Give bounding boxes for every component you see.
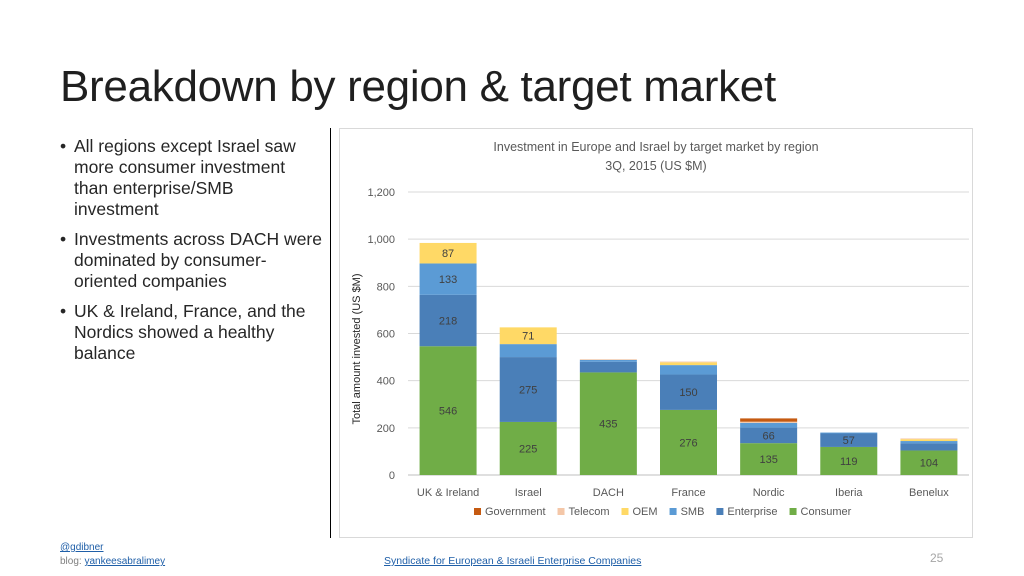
y-tick-label: 1,000	[367, 234, 395, 246]
blog-link[interactable]: yankeesabralimey	[84, 556, 166, 567]
bar-segment-smb	[579, 359, 637, 362]
legend-swatch	[474, 508, 481, 515]
bullet-item: • All regions except Israel saw more cons…	[60, 136, 322, 220]
bar-segment-smb	[660, 365, 717, 375]
bar-segment-enterprise	[419, 294, 477, 347]
x-tick-label: Nordic	[753, 487, 785, 499]
slide-title: Breakdown by region & target market	[60, 62, 776, 111]
bar-segment-consumer	[900, 450, 958, 475]
y-tick-labels: 0 200 400 600 800 1,000 1,200	[367, 187, 395, 482]
data-label: 276	[679, 437, 697, 449]
legend: Government Telecom OEM SMB Enterprise Consume…	[474, 506, 852, 518]
bar-segment-enterprise	[900, 443, 958, 451]
blog-line: blog: yankeesabralimey	[60, 556, 165, 567]
bar-segment-telecom	[660, 361, 717, 363]
stacked-bar-chart: Investment in Europe and Israel by targe…	[351, 140, 969, 518]
data-label: 133	[439, 274, 457, 286]
bar-segment-telecom	[579, 359, 637, 360]
bar-segment-oem	[900, 439, 958, 442]
y-tick-label: 400	[377, 376, 395, 388]
bar-segment-enterprise	[820, 433, 878, 447]
x-tick-label: Iberia	[835, 487, 863, 499]
bullet-text: UK & Ireland, France, and the Nordics sh…	[74, 301, 306, 363]
data-label: 546	[439, 406, 457, 418]
bar-segment-smb	[740, 422, 798, 428]
bar-segment-oem	[660, 362, 717, 366]
bar-segment-consumer	[820, 446, 878, 475]
x-tick-label: Benelux	[909, 487, 949, 499]
bar-segment-smb	[419, 263, 477, 295]
chart-subtitle: 3Q, 2015 (US $M)	[605, 159, 706, 173]
x-tick-label: UK & Ireland	[417, 487, 479, 499]
legend-label: Consumer	[801, 506, 852, 518]
x-tick-label: Israel	[515, 487, 542, 499]
data-label: 275	[519, 385, 537, 397]
bar-segment-government	[740, 418, 798, 422]
divider-line	[330, 128, 331, 538]
legend-label: Government	[485, 506, 546, 518]
legend-swatch	[621, 508, 629, 515]
x-tick-label: France	[671, 487, 705, 499]
bar-segment-consumer	[579, 372, 637, 475]
bullet-item: • Investments across DACH were dominated …	[60, 229, 322, 292]
legend-swatch	[789, 508, 797, 515]
data-label: 87	[442, 248, 454, 260]
data-label: 435	[599, 419, 617, 431]
bar-segment-smb	[499, 344, 557, 358]
bar-segment-smb	[900, 441, 958, 444]
data-label: 119	[840, 456, 858, 468]
twitter-handle-link[interactable]: @gdibner	[60, 542, 104, 553]
syndicate-link[interactable]: Syndicate for European & Israeli Enterpr…	[384, 555, 642, 567]
bullet-list: • All regions except Israel saw more cons…	[60, 136, 322, 373]
y-tick-label: 0	[389, 470, 395, 482]
bar-segment-telecom	[900, 438, 958, 440]
chart-frame: Investment in Europe and Israel by targe…	[339, 128, 973, 538]
data-label: 66	[763, 430, 775, 442]
data-label: 135	[759, 454, 777, 466]
x-tick-labels: UK & Ireland Israel DACH France Nordic Iberia…	[417, 487, 949, 499]
bar-segment-enterprise	[740, 427, 798, 444]
legend-label: SMB	[681, 506, 705, 518]
bullet-item: • UK & Ireland, France, and the Nordics s…	[60, 301, 322, 364]
bar-segment-consumer	[499, 421, 557, 475]
bullet-dot: •	[60, 301, 67, 321]
bullet-text: Investments across DACH were dominated b…	[74, 229, 322, 291]
data-label: 57	[843, 435, 855, 447]
bullet-text: All regions except Israel saw more consu…	[74, 136, 296, 219]
blog-label: blog:	[60, 556, 82, 567]
data-label: 225	[519, 443, 537, 455]
chart-title: Investment in Europe and Israel by targe…	[493, 140, 818, 154]
bar-segment-enterprise	[499, 357, 557, 422]
data-labels: 546 218 133 87 225 275 71 435 276 150 135 66 119 57 10…	[439, 248, 938, 470]
bar-segment-consumer	[660, 409, 717, 475]
bar-segment-enterprise	[660, 374, 717, 410]
bullet-dot: •	[60, 229, 67, 249]
bars	[419, 242, 958, 475]
page-number: 25	[930, 551, 944, 565]
bar-segment-telecom	[740, 421, 798, 423]
y-tick-label: 800	[377, 281, 395, 293]
bar-segment-enterprise	[579, 361, 637, 373]
x-tick-label: DACH	[593, 487, 624, 499]
y-tick-label: 1,200	[367, 187, 395, 199]
data-label: 150	[679, 387, 697, 399]
y-tick-label: 200	[377, 423, 395, 435]
legend-swatch	[669, 508, 677, 515]
legend-label: Enterprise	[727, 506, 777, 518]
legend-label: Telecom	[569, 506, 610, 518]
bar-segment-consumer	[419, 346, 477, 475]
legend-swatch	[716, 508, 724, 515]
bar-segment-oem	[419, 242, 477, 264]
data-label: 71	[522, 331, 534, 343]
y-axis-label: Total amount invested (US $M)	[351, 273, 363, 424]
y-tick-label: 600	[377, 329, 395, 341]
bullet-dot: •	[60, 136, 67, 156]
legend-label: OEM	[633, 506, 658, 518]
bar-segment-smb	[820, 432, 878, 434]
bar-segment-consumer	[740, 443, 798, 475]
bar-segment-oem	[499, 327, 557, 345]
legend-swatch	[557, 508, 565, 515]
data-label: 218	[439, 316, 457, 328]
data-label: 104	[920, 458, 938, 470]
